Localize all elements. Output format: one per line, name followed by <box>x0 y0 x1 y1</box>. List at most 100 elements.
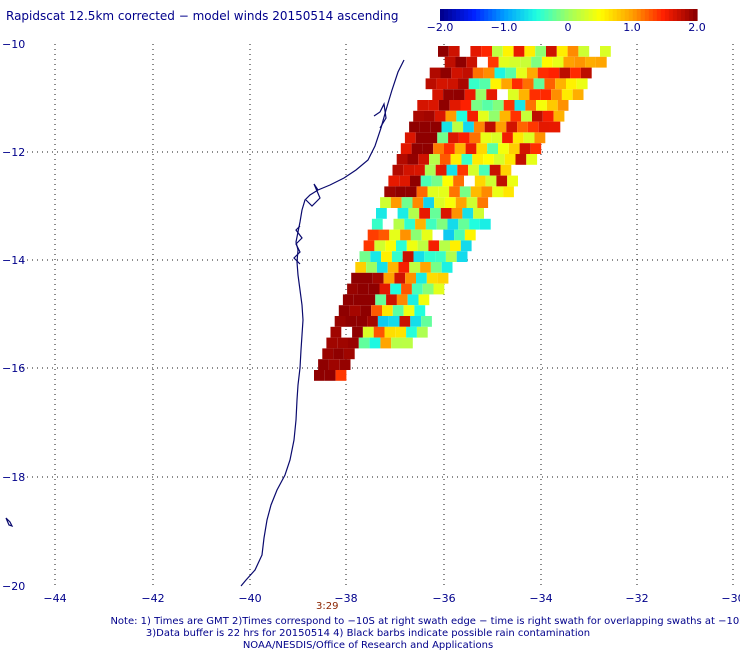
swath-cell <box>477 197 489 208</box>
swath-cell <box>470 46 482 57</box>
swath-cell <box>533 78 545 90</box>
swath-cell <box>524 46 536 57</box>
swath-cell <box>455 56 467 68</box>
swath-cell <box>412 197 424 208</box>
colorbar-segment <box>624 9 630 21</box>
swath-cell <box>490 78 502 90</box>
swath-cell <box>520 56 532 68</box>
swath-cell <box>421 229 433 241</box>
lat-label: −10 <box>2 38 25 51</box>
swath-cell <box>468 78 480 90</box>
swath-cell <box>369 337 381 349</box>
swath-cell <box>515 154 527 165</box>
colorbar-segment <box>532 9 537 21</box>
swath-cell <box>537 67 549 79</box>
swath-cell <box>415 218 426 230</box>
swath-cell <box>405 186 417 198</box>
swath-cell <box>578 46 590 57</box>
swath-cell <box>364 294 376 306</box>
map-title: Rapidscat 12.5km corrected − model winds… <box>6 9 398 23</box>
swath-cell <box>351 272 362 284</box>
swath-cell <box>420 262 431 273</box>
swath-cell <box>357 283 369 295</box>
colorbar-segment <box>688 9 694 21</box>
colorbar-segment <box>636 9 642 21</box>
swath-cell <box>330 326 342 338</box>
swath-cell <box>505 67 517 79</box>
swath-cell <box>498 143 509 154</box>
colorbar-segment <box>664 9 670 21</box>
colorbar-tick-label: 1.0 <box>623 21 641 34</box>
swath-cell <box>426 132 438 144</box>
swath-cell <box>453 175 464 187</box>
swath-cell <box>527 121 539 133</box>
swath-cell <box>462 67 473 79</box>
swath-cell <box>432 89 444 100</box>
swath-cell <box>600 46 611 57</box>
swath-cell <box>532 110 543 122</box>
colorbar-segment <box>632 9 638 21</box>
swath-cell <box>538 121 550 133</box>
colorbar-segment <box>540 9 546 21</box>
swath-cell <box>458 78 469 90</box>
swath-cell <box>457 164 469 176</box>
swath-cell <box>472 67 484 79</box>
colorbar-segment <box>440 9 445 21</box>
colorbar-segment <box>480 9 485 21</box>
swath-cell <box>449 100 461 111</box>
swath-cell <box>326 337 338 349</box>
swath-cell <box>358 337 370 349</box>
swath-cell <box>428 100 439 111</box>
swath-cell <box>541 56 553 68</box>
swath-cell <box>469 132 481 144</box>
swath-cell <box>460 100 472 111</box>
swath-cell <box>465 143 477 154</box>
swath-cell <box>470 186 482 198</box>
swath-cell <box>480 132 492 144</box>
swath-cell <box>439 240 450 252</box>
swath-cell <box>479 78 491 90</box>
colorbar-segment <box>460 9 465 21</box>
swath-cell <box>396 154 408 165</box>
swath-cell <box>549 121 561 133</box>
swath-cell <box>484 121 496 133</box>
colorbar-segment <box>536 9 541 21</box>
swath-cell <box>445 251 457 262</box>
colorbar-segment <box>556 9 562 21</box>
swath-cell <box>544 78 556 90</box>
swath-cell <box>353 294 365 306</box>
swath-cell <box>399 175 410 187</box>
colorbar-segment <box>684 9 690 21</box>
plot-area <box>21 43 731 587</box>
swath-cell <box>377 316 389 327</box>
swath-cell <box>396 240 407 252</box>
swath-cell <box>349 305 361 316</box>
swath-cell <box>434 197 445 208</box>
swath-cell <box>574 56 586 68</box>
colorbar <box>440 9 698 21</box>
swath-cell <box>407 294 419 306</box>
swath-cell <box>406 240 418 252</box>
swath-cell <box>423 197 435 208</box>
swath-cell <box>551 89 562 100</box>
swath-cell <box>335 370 347 381</box>
colorbar-segment <box>692 9 698 21</box>
colorbar-segment <box>544 9 550 21</box>
swath-cell <box>507 89 519 100</box>
swath-cell <box>473 121 485 133</box>
swath-cell <box>422 283 434 295</box>
swath-cell <box>444 56 456 68</box>
swath-cell <box>444 197 456 208</box>
swath-cell <box>472 154 484 165</box>
colorbar-tick-label: −2.0 <box>427 21 454 34</box>
colorbar-segment <box>484 9 489 21</box>
swath-cell <box>455 197 467 208</box>
swath-cell <box>525 100 537 111</box>
swath-cell <box>413 110 424 122</box>
swath-cell <box>503 100 515 111</box>
swath-cell <box>483 67 495 79</box>
swath-time-label: 3:29 <box>316 601 338 612</box>
colorbar-segment <box>648 9 654 21</box>
colorbar-segment <box>448 9 453 21</box>
colorbar-segment <box>592 9 598 21</box>
